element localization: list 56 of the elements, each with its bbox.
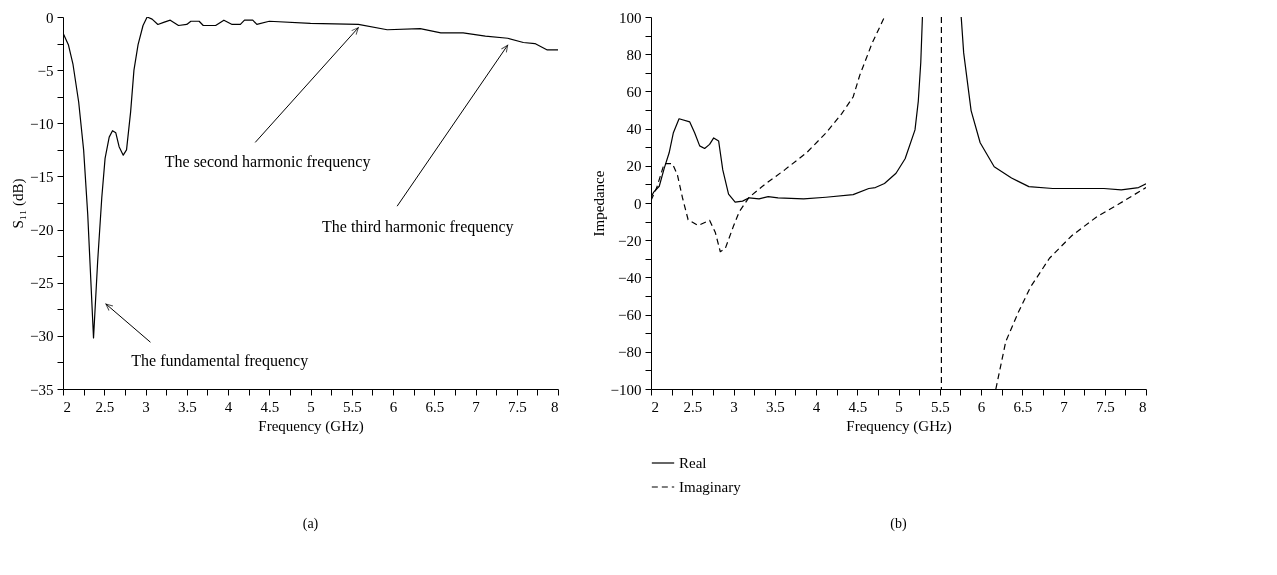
annotation: The second harmonic frequency: [164, 152, 371, 171]
y-tick-label: −5: [37, 62, 54, 79]
x-tick-label: 6: [389, 398, 398, 415]
y-tick-label: 100: [619, 9, 642, 26]
y-axis-title: Impedance: [590, 170, 607, 237]
text: (b): [890, 516, 907, 532]
x-tick-label: 7.5: [1095, 398, 1115, 415]
legend-label: Imaginary: [679, 479, 742, 495]
x-tick-label: 6.5: [425, 398, 445, 415]
y-tick-label: −30: [30, 328, 54, 345]
text: (a): [302, 516, 319, 532]
x-tick-label: 5.5: [342, 398, 362, 415]
y-tick-label: 0: [634, 195, 642, 212]
x-tick-label: 3.5: [177, 398, 197, 415]
x-tick-label: 5: [895, 398, 903, 415]
annotation: The fundamental frequency: [131, 352, 309, 371]
y-tick-label: 20: [626, 158, 642, 175]
y-tick-label: −40: [618, 269, 642, 286]
y-axis-title: S₁₁ (dB): [10, 178, 28, 229]
y-tick-label: −25: [30, 275, 54, 292]
y-tick-label: −60: [618, 307, 642, 324]
y-tick-label: 80: [626, 46, 642, 63]
x-tick-label: 7: [1060, 398, 1069, 415]
y-tick-label: −100: [610, 381, 642, 398]
x-tick-label: 4: [812, 398, 821, 415]
y-tick-label: −20: [618, 232, 642, 249]
y-tick-label: −15: [30, 168, 54, 185]
y-tick-label: −80: [618, 344, 642, 361]
x-axis-title: Frequency (GHz): [258, 417, 364, 435]
x-tick-label: 8: [1139, 398, 1147, 415]
x-axis-title: Frequency (GHz): [846, 417, 952, 435]
y-tick-label: 60: [626, 83, 642, 100]
x-tick-label: 6: [977, 398, 986, 415]
y-tick-label: −20: [30, 222, 54, 239]
x-tick-label: 7.5: [507, 398, 527, 415]
x-tick-label: 4.5: [848, 398, 868, 415]
y-tick-label: 0: [46, 9, 54, 26]
x-tick-label: 3.5: [765, 398, 785, 415]
x-tick-label: 2: [63, 398, 71, 415]
y-tick-label: −35: [30, 381, 54, 398]
x-tick-label: 2.5: [683, 398, 703, 415]
x-tick-label: 6.5: [1013, 398, 1033, 415]
x-tick-label: 5.5: [930, 398, 950, 415]
y-tick-label: 40: [626, 121, 642, 138]
annotation: The third harmonic frequency: [322, 218, 514, 237]
y-tick-label: −10: [30, 115, 54, 132]
x-tick-label: 3: [142, 398, 150, 415]
x-tick-label: 2.5: [95, 398, 115, 415]
x-tick-label: 5: [307, 398, 315, 415]
x-tick-label: 4: [224, 398, 233, 415]
x-tick-label: 3: [730, 398, 738, 415]
x-tick-label: 7: [472, 398, 481, 415]
legend-label: Real: [679, 455, 707, 471]
x-tick-label: 4.5: [260, 398, 280, 415]
x-tick-label: 2: [651, 398, 659, 415]
x-tick-label: 8: [551, 398, 559, 415]
